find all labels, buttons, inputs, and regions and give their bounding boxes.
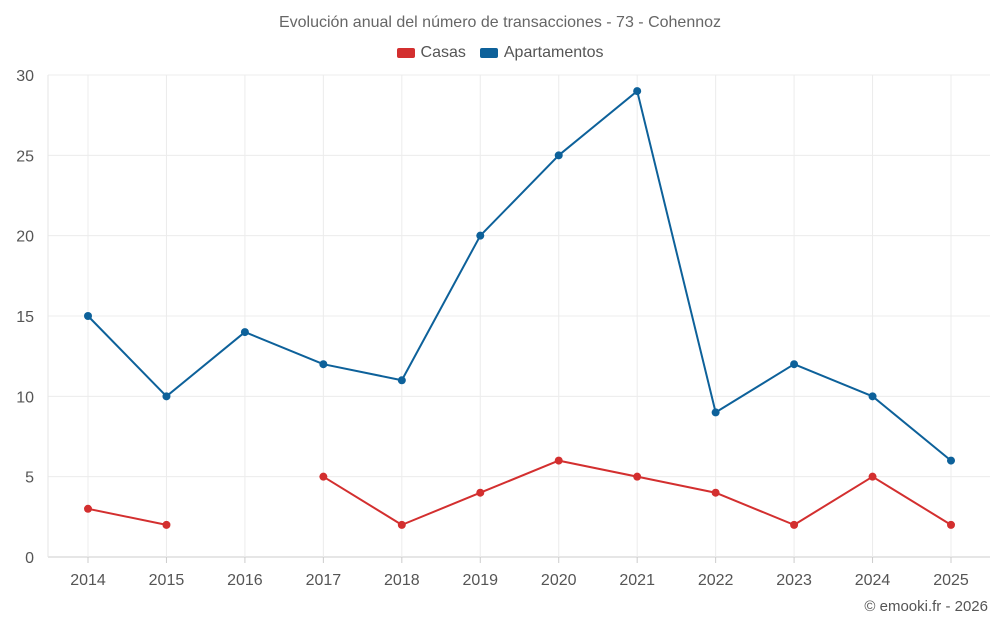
x-tick-label: 2016 bbox=[227, 572, 263, 589]
x-tick-label: 2022 bbox=[698, 572, 734, 589]
data-point-apartamentos bbox=[633, 87, 642, 96]
x-tick-label: 2017 bbox=[306, 572, 342, 589]
legend-swatch-casas bbox=[396, 48, 415, 58]
legend-swatch-apartamentos bbox=[479, 48, 498, 58]
data-point-casas bbox=[319, 472, 328, 481]
data-point-apartamentos bbox=[84, 312, 92, 320]
data-point-apartamentos bbox=[240, 328, 249, 337]
x-tick-label: 2021 bbox=[619, 572, 655, 589]
data-point-casas bbox=[162, 520, 171, 529]
x-tick-label: 2015 bbox=[149, 572, 185, 589]
data-point-apartamentos bbox=[397, 376, 406, 385]
data-point-apartamentos bbox=[476, 231, 485, 240]
data-point-casas bbox=[633, 472, 642, 481]
data-point-casas bbox=[711, 488, 720, 497]
x-tick-label: 2025 bbox=[933, 572, 969, 589]
data-point-casas bbox=[84, 504, 92, 513]
y-tick-label: 5 bbox=[25, 470, 34, 487]
legend-item-apartamentos[interactable]: Apartamentos bbox=[479, 44, 604, 62]
legend: Casas Apartamentos bbox=[0, 44, 1000, 62]
y-tick-label: 20 bbox=[16, 229, 34, 246]
x-tick-label: 2019 bbox=[462, 572, 498, 589]
data-point-casas bbox=[476, 488, 485, 497]
legend-label-casas: Casas bbox=[420, 44, 466, 61]
data-point-apartamentos bbox=[947, 456, 955, 465]
legend-label-apartamentos: Apartamentos bbox=[503, 44, 604, 61]
y-tick-label: 30 bbox=[16, 68, 34, 85]
y-tick-label: 15 bbox=[16, 309, 34, 326]
y-tick-label: 10 bbox=[16, 389, 34, 406]
data-point-apartamentos bbox=[162, 392, 171, 401]
data-point-apartamentos bbox=[711, 408, 720, 417]
series-line-casas bbox=[87, 507, 167, 526]
legend-item-casas[interactable]: Casas bbox=[396, 44, 466, 62]
series-line-apartamentos bbox=[87, 90, 952, 462]
data-point-apartamentos bbox=[790, 360, 799, 369]
y-tick-label: 0 bbox=[25, 550, 34, 567]
chart-title: Evolución anual del número de transaccio… bbox=[278, 14, 722, 31]
data-point-apartamentos bbox=[868, 392, 877, 401]
data-point-casas bbox=[790, 520, 799, 529]
data-point-casas bbox=[397, 520, 406, 529]
data-point-casas bbox=[868, 472, 877, 481]
data-point-casas bbox=[554, 456, 563, 465]
data-point-apartamentos bbox=[554, 151, 563, 160]
y-tick-label: 25 bbox=[16, 148, 34, 165]
data-point-casas bbox=[947, 520, 955, 529]
x-tick-label: 2018 bbox=[384, 572, 420, 589]
x-tick-label: 2024 bbox=[855, 572, 891, 589]
data-point-apartamentos bbox=[319, 360, 328, 369]
x-tick-label: 2014 bbox=[70, 572, 106, 589]
credit-text: © emooki.fr - 2026 bbox=[864, 598, 988, 615]
x-tick-label: 2023 bbox=[776, 572, 812, 589]
x-tick-label: 2020 bbox=[541, 572, 577, 589]
